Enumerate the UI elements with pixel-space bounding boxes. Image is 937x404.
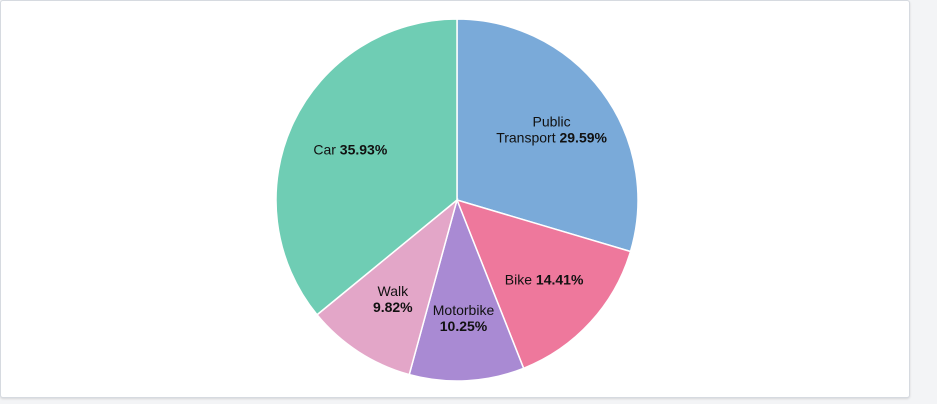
pie-label-name: Public bbox=[533, 113, 571, 129]
pie-label-motorbike: Motorbike 10.25% bbox=[433, 302, 495, 334]
pie-label-value: 14.41% bbox=[532, 272, 584, 288]
pie-label-name: Motorbike bbox=[433, 302, 495, 318]
pie-label-name: Bike bbox=[505, 272, 532, 288]
pie-label-value: 35.93% bbox=[336, 142, 388, 158]
pie-label-car: Car 35.93% bbox=[313, 142, 387, 158]
pie-label-bike: Bike 14.41% bbox=[505, 272, 584, 288]
pie-label-value: 10.25% bbox=[440, 318, 488, 334]
pie-label-name: Transport bbox=[496, 129, 556, 145]
pie-label-walk: Walk 9.82% bbox=[373, 283, 413, 315]
pie-label-name: Car bbox=[313, 142, 336, 158]
pie-label-name: Walk bbox=[378, 283, 410, 299]
pie-label-value: 9.82% bbox=[373, 299, 413, 315]
pie-label-value: 29.59% bbox=[556, 129, 608, 145]
